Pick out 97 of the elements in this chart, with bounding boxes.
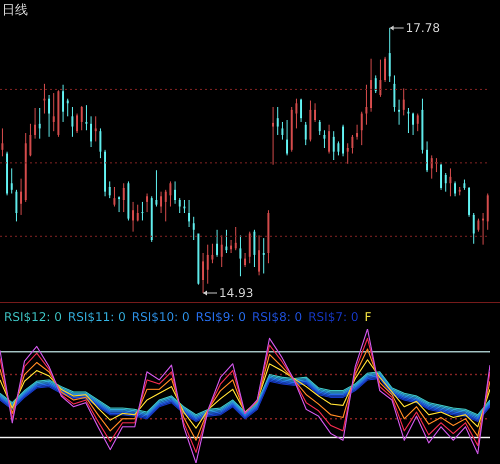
text: RSI$12: 0 [4,310,62,324]
candlestick [202,252,204,293]
candlestick [234,226,237,251]
candlestick [276,106,279,136]
text: RSI$11: 0 [68,310,126,324]
candlestick [29,123,32,157]
candlestick [384,56,386,82]
candlestick [258,234,260,276]
candlestick [1,128,4,157]
candlestick [318,120,321,136]
candlestick [76,113,78,134]
candlestick [136,204,139,222]
candlestick [449,168,452,197]
candlestick [216,229,218,258]
candlestick [351,134,354,154]
candlestick [132,201,134,232]
candlestick [220,234,223,268]
candlestick [160,191,162,214]
candlestick [248,231,251,264]
candlestick [10,168,13,194]
candlestick [174,180,176,204]
candlestick [262,238,265,274]
candlestick [108,180,111,199]
text: RSI$10: 0 [132,310,190,324]
candlestick [444,172,447,192]
candlestick [356,124,358,140]
candlestick [281,121,284,140]
candlestick [304,121,307,146]
candlestick [155,170,158,208]
candlestick [38,107,41,140]
candlestick [43,83,46,114]
candlestick [416,113,419,132]
candlestick [379,59,382,98]
candlestick [146,193,148,213]
candlestick [253,229,256,268]
candlestick [164,189,167,222]
candlestick [388,28,391,82]
candlestick [239,234,242,277]
candlestick [188,200,190,228]
candlestick [360,111,363,146]
candlestick [300,98,302,122]
candlestick [463,179,466,190]
candlestick [412,112,414,136]
candlestick [34,107,36,140]
candlestick [402,88,405,116]
candlestick [183,200,186,214]
candlestick [178,198,181,214]
candlestick [314,102,316,122]
candlestick [328,124,330,154]
candlestick [482,212,484,246]
chart-title: 日线 [2,2,28,19]
candlestick [48,94,50,138]
candlestick [454,180,456,197]
candlestick [52,92,55,132]
candlestick [66,98,69,117]
candlestick [118,196,120,213]
candlestick [286,120,288,156]
candlestick [15,189,18,222]
candlestick [20,178,22,216]
candlestick [230,240,232,254]
candlestick [90,116,92,148]
candlestick [206,244,209,284]
candlestick [85,104,88,131]
candlestick [374,74,377,94]
candlestick [272,106,274,166]
candlestick [295,98,298,129]
candlestick [113,186,116,208]
candlestick [337,140,340,156]
candlestick [62,84,64,122]
candlestick [71,106,74,138]
candlestick [169,180,172,208]
candlestick [472,212,475,244]
text: F [364,310,372,324]
candlestick [440,163,442,190]
candlestick [122,182,125,213]
candlestick [346,142,349,164]
candlestick [332,130,335,161]
candlestick [225,229,228,254]
candlestick [211,243,214,264]
candlestick [430,154,433,180]
candlestick [426,140,428,173]
candlestick [244,252,246,268]
annotation: 14.93 [219,286,254,300]
text: RSI$8: 0 [252,310,302,324]
candlestick [141,201,144,221]
candlestick [192,216,195,240]
candlestick [94,116,97,142]
text: RSI$9: 0 [196,310,246,324]
annotation: 17.78 [406,21,440,35]
text: RSI$7: 0 [308,310,358,324]
candlestick [407,107,410,134]
candlestick [393,74,396,112]
candlestick [80,106,83,131]
candlestick [99,128,102,159]
candlestick [365,84,368,126]
candlestick [323,130,326,148]
candlestick [477,218,480,232]
